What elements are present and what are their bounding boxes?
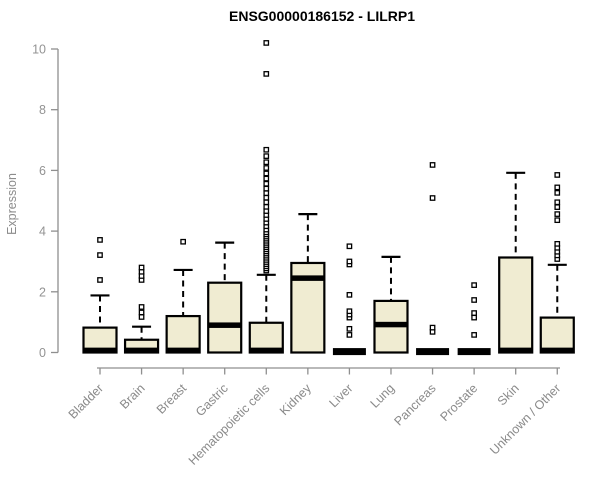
x-category-label: Kidney (277, 381, 314, 418)
outlier-point (263, 203, 270, 210)
outlier-point (263, 170, 270, 177)
outlier-point (554, 240, 561, 247)
outlier-point (346, 243, 353, 250)
y-axis-label: Expression (5, 173, 19, 235)
median-line (374, 321, 408, 328)
outlier-point (429, 162, 436, 168)
outlier-point (554, 190, 561, 196)
x-category-label: Prostate (437, 381, 480, 424)
boxplot-group-breast (165, 238, 201, 354)
boxplot-group-unknown-other (539, 172, 575, 354)
outlier-point (97, 237, 103, 243)
outlier-point (97, 252, 103, 258)
outlier-point (263, 165, 270, 171)
iqr-box (207, 281, 243, 354)
outlier-point (138, 309, 145, 316)
boxplot-group-skin (498, 171, 534, 354)
collapsed-box (457, 348, 491, 356)
outlier-point (346, 291, 353, 298)
outlier-point (138, 304, 145, 310)
x-category-label: Lung (368, 381, 398, 411)
outlier-point (346, 325, 353, 332)
outlier-point (263, 71, 270, 77)
outlier-point (263, 40, 270, 46)
y-tick-label: 0 (39, 346, 46, 360)
outlier-point (429, 195, 436, 201)
outlier-point (263, 180, 270, 187)
y-tick-label: 4 (39, 225, 46, 239)
median-line (291, 275, 325, 281)
collapsed-box (416, 348, 450, 356)
outlier-point (97, 277, 103, 283)
boxplot-group-lung (373, 255, 409, 354)
median-line (499, 347, 533, 354)
boxplot-group-liver (332, 243, 366, 356)
boxplot-layer (82, 40, 575, 356)
iqr-box (165, 314, 201, 354)
outlier-point (263, 190, 270, 197)
median-line (166, 347, 200, 354)
boxplot-group-brain (123, 264, 160, 354)
collapsed-box (332, 348, 366, 356)
outlier-point (263, 146, 270, 153)
boxplot-group-bladder (82, 237, 118, 354)
outlier-point (346, 308, 353, 315)
outlier-point (263, 153, 270, 159)
median-line (249, 347, 283, 354)
boxplot-group-hematopoietic-cells (248, 40, 284, 354)
iqr-box (248, 321, 284, 354)
iqr-box (539, 316, 575, 354)
y-tick-label: 10 (32, 43, 46, 57)
median-line (540, 347, 574, 354)
x-category-label: Breast (154, 381, 190, 417)
iqr-box (498, 256, 534, 354)
boxplot-group-pancreas (416, 162, 450, 356)
outlier-point (471, 332, 477, 338)
outlier-point (471, 297, 477, 303)
x-category-label: Pancreas (391, 381, 438, 428)
x-category-label: Unknown / Other (487, 381, 563, 457)
outlier-point (263, 185, 270, 192)
y-tick-label: 2 (39, 285, 46, 299)
outlier-point (138, 264, 145, 271)
boxplot-group-prostate (457, 282, 491, 356)
x-category-label: Bladder (66, 381, 106, 421)
outlier-point (554, 211, 561, 217)
boxplot-group-gastric (207, 241, 243, 354)
outlier-point (263, 175, 270, 182)
outlier-point (471, 282, 477, 288)
outlier-point (471, 314, 477, 321)
y-tick-label: 8 (39, 103, 46, 117)
chart-title: ENSG00000186152 - LILRP1 (229, 8, 415, 24)
x-category-label: Liver (326, 381, 355, 410)
median-line (83, 347, 117, 354)
outlier-point (263, 194, 270, 201)
outlier-point (429, 324, 436, 331)
boxplot-group-kidney (290, 213, 326, 354)
y-axis: 0 2 4 6 8 10 (32, 43, 59, 360)
outlier-point (346, 332, 353, 338)
y-tick-label: 6 (39, 164, 46, 178)
median-line (208, 322, 242, 328)
outlier-point (346, 258, 353, 265)
outlier-point (554, 172, 561, 178)
outlier-point (554, 217, 561, 224)
x-category-label: Hematopoietic cells (186, 381, 273, 468)
x-category-label: Skin (495, 381, 522, 408)
x-category-label: Gastric (193, 381, 231, 419)
outlier-point (263, 159, 270, 166)
outlier-point (471, 310, 477, 316)
outlier-point (138, 314, 145, 320)
outlier-point (554, 199, 561, 206)
outlier-point (180, 238, 186, 245)
x-category-label: Brain (117, 381, 148, 412)
median-line (125, 347, 159, 354)
outlier-point (554, 204, 561, 210)
outlier-point (554, 184, 561, 191)
outlier-point (263, 199, 270, 206)
